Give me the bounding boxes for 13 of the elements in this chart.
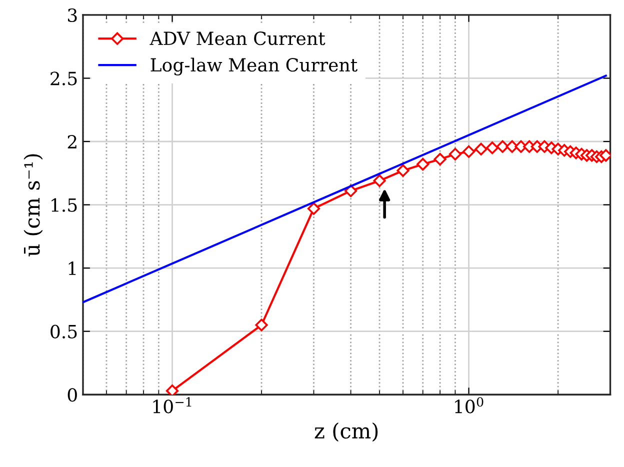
- y-tick-label: 0.5: [50, 324, 77, 338]
- x-tick-label: 10$^{0}$: [455, 397, 484, 414]
- y-tick-label: 2.5: [50, 72, 77, 86]
- legend-label: ADV Mean Current: [150, 32, 326, 46]
- legend-label: Log-law Mean Current: [150, 58, 358, 76]
- x-tick-label: 10$^{−1}$: [153, 397, 192, 414]
- y-tick-label: 0: [68, 388, 77, 402]
- y-tick-label: 1.5: [52, 198, 77, 212]
- y-tick-label: 2: [68, 134, 76, 148]
- y-tick-label: 3: [68, 8, 77, 22]
- y-tick-label: 1: [68, 262, 76, 275]
- y-axis-title: ū (cm s⁻¹): [24, 154, 43, 256]
- x-axis-title: z (cm): [314, 422, 378, 442]
